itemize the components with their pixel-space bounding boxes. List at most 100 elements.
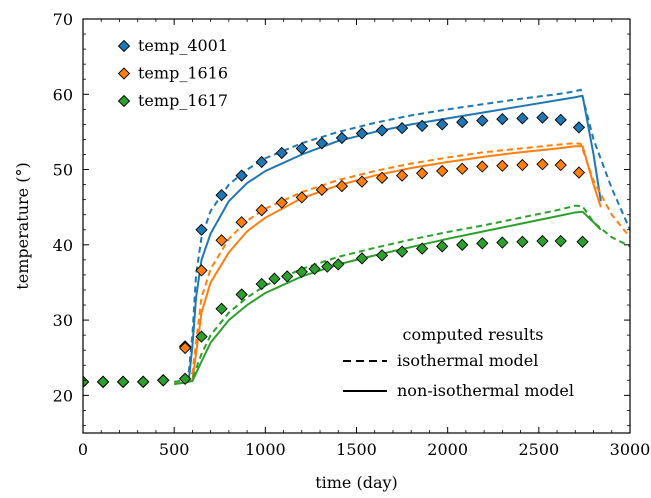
point-temp_1617 — [476, 237, 489, 250]
y-tick-label: 50 — [53, 161, 73, 180]
point-temp_1616 — [516, 158, 529, 172]
legend-marker-temp_1616 — [117, 67, 131, 80]
point-temp_1616 — [195, 264, 208, 277]
point-temp_1617 — [536, 234, 549, 248]
legend-marker-temp_4001 — [117, 39, 131, 53]
x-tick-label: 3000 — [610, 440, 651, 459]
axes: 0 500 1000 1500 2000 2500 3000 20 30 40 50 60 70 time… — [13, 10, 650, 492]
point-temp_1617 — [157, 374, 170, 387]
line-isothermal-temp_1616 — [174, 142, 630, 383]
point-temp_1617 — [456, 238, 469, 251]
point-temp_4001 — [476, 114, 489, 127]
point-temp_4001 — [375, 124, 389, 137]
point-temp_1616 — [235, 216, 248, 229]
point-temp_1616 — [395, 169, 409, 182]
point-temp_4001 — [255, 155, 268, 169]
line-isothermal-temp_4001 — [174, 88, 630, 383]
point-temp_4001 — [456, 115, 469, 129]
legend-label-solid: non-isothermal model — [397, 381, 574, 400]
point-temp_4001 — [355, 127, 369, 140]
point-temp_1617 — [375, 249, 389, 262]
point-temp_1617 — [416, 242, 429, 255]
x-axis-label: time (day) — [315, 473, 398, 492]
point-temp_4001 — [315, 137, 328, 150]
point-temp_4001 — [536, 111, 549, 124]
point-temp_1616 — [335, 179, 349, 193]
point-temp_1617 — [355, 252, 369, 265]
point-temp_1616 — [255, 204, 268, 217]
legend-title: computed results — [403, 325, 544, 344]
x-tick-label: 1000 — [245, 440, 286, 459]
point-temp_1617 — [281, 270, 294, 283]
point-temp_1617 — [576, 235, 589, 248]
point-temp_1616 — [476, 160, 489, 173]
point-temp_1616 — [572, 166, 586, 179]
legend-label-dashed: isothermal model — [397, 351, 538, 370]
point-temp_1616 — [375, 171, 389, 184]
plot-content — [83, 88, 630, 388]
point-temp_4001 — [235, 169, 248, 182]
line-non-isothermal-temp_4001 — [174, 94, 602, 386]
point-temp_1617 — [308, 262, 321, 276]
y-axis-label: temperature (°) — [13, 162, 32, 289]
point-temp_1616 — [178, 341, 192, 355]
point-temp_1617 — [295, 265, 308, 279]
point-temp_1617 — [554, 234, 567, 248]
point-temp_1617 — [516, 235, 529, 248]
point-temp_1616 — [554, 158, 567, 172]
legend: temp_4001 temp_1616 temp_1617 computed resu… — [117, 36, 574, 400]
y-tick-label: 30 — [53, 311, 73, 330]
x-tick-label: 500 — [159, 440, 190, 459]
point-temp_1617 — [321, 260, 334, 273]
point-temp_4001 — [436, 118, 449, 131]
point-temp_1617 — [496, 236, 509, 249]
legend-label-temp_1617: temp_1617 — [138, 91, 228, 110]
point-temp_1617 — [395, 245, 409, 258]
legend-marker-temp_1617 — [117, 94, 131, 108]
point-temp_1616 — [355, 175, 369, 188]
point-temp_1617 — [195, 330, 208, 343]
point-temp_1616 — [215, 234, 228, 247]
point-temp_1617 — [116, 375, 130, 388]
point-temp_4001 — [516, 112, 529, 125]
legend-label-temp_1616: temp_1616 — [138, 64, 228, 83]
point-temp_4001 — [195, 223, 208, 236]
point-temp_4001 — [275, 146, 288, 160]
point-temp_1617 — [178, 372, 192, 385]
y-tick-label: 20 — [53, 386, 73, 405]
y-tick-label: 70 — [53, 10, 73, 29]
x-tick-label: 2000 — [427, 440, 468, 459]
point-temp_1617 — [255, 277, 268, 291]
x-tick-label: 1500 — [336, 440, 377, 459]
x-tick-label: 0 — [78, 440, 88, 459]
point-temp_1616 — [275, 196, 288, 209]
point-temp_4001 — [335, 131, 349, 145]
line-isothermal-temp_1617 — [174, 204, 630, 383]
point-temp_1617 — [436, 240, 449, 253]
point-temp_4001 — [554, 113, 567, 127]
line-non-isothermal-temp_1617 — [174, 210, 602, 386]
line-non-isothermal-temp_1616 — [174, 145, 602, 386]
point-temp_1617 — [96, 375, 110, 388]
legend-label-temp_4001: temp_4001 — [138, 36, 228, 55]
point-temp_4001 — [496, 112, 509, 126]
point-temp_1617 — [215, 302, 228, 315]
point-temp_1617 — [137, 375, 150, 388]
point-temp_1616 — [315, 183, 328, 197]
point-temp_4001 — [395, 122, 409, 135]
point-temp_1616 — [496, 159, 509, 172]
point-temp_1617 — [235, 288, 248, 301]
point-temp_1616 — [436, 164, 449, 178]
point-temp_4001 — [215, 189, 228, 202]
x-tick-label: 2500 — [518, 440, 559, 459]
point-temp_1616 — [536, 158, 549, 171]
point-temp_1616 — [456, 162, 469, 175]
point-temp_1616 — [295, 191, 308, 204]
y-tick-label: 40 — [53, 236, 73, 255]
point-temp_1616 — [416, 167, 429, 180]
point-temp_1617 — [268, 272, 281, 285]
point-temp_4001 — [572, 121, 586, 134]
point-temp_4001 — [416, 119, 429, 133]
y-tick-label: 60 — [53, 85, 73, 104]
